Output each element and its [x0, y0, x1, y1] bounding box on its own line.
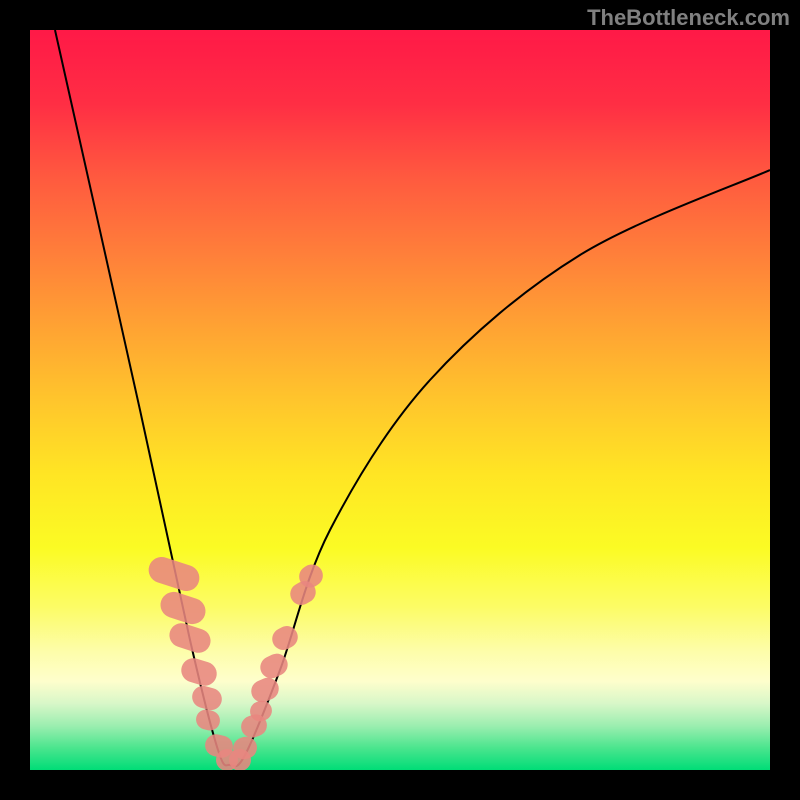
gradient-background: [30, 30, 770, 770]
plot-area: [30, 30, 770, 770]
chart-container: TheBottleneck.com: [0, 0, 800, 800]
plot-svg: [30, 30, 770, 770]
watermark-text: TheBottleneck.com: [587, 5, 790, 31]
